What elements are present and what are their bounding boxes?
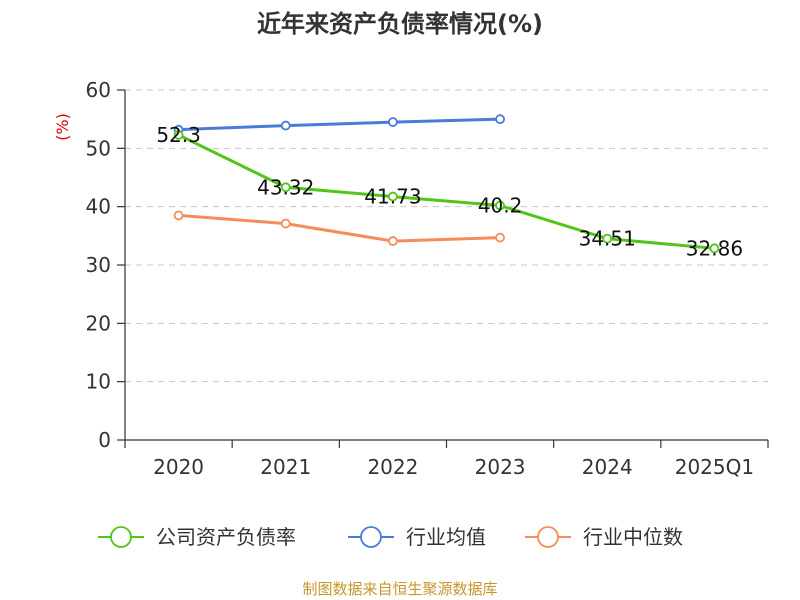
axes: 0 10 20 30 40 50 60 2020 2021 2022 2023 2024 2025Q1 [86,78,769,479]
legend-label-0: 公司资产负债率 [156,525,296,549]
x-tick-label-2024: 2024 [582,455,633,479]
series-line-1 [178,117,501,132]
series-1-point-2021 [280,120,291,131]
y-tick-label-30: 30 [86,253,111,277]
legend-swatch-marker-2 [537,526,559,548]
data-label-2021: 43.32 [257,175,314,199]
series-0-point-2023 [495,200,505,211]
data-label-2024: 34.51 [579,227,636,251]
series-2-point-2020 [173,210,184,221]
legend[interactable]: 公司资产负债率 行业均值 行业中位数 [98,525,683,549]
y-tick-label-10: 10 [86,370,111,394]
x-tick-label-2022: 2022 [367,455,418,479]
legend-item-1[interactable]: 行业均值 [348,525,486,549]
source-note: 制图数据来自恒生聚源数据库 [302,580,497,598]
series-2-point-2022 [388,236,398,246]
data-label-2025Q1: 32.86 [686,236,743,260]
data-label-2023: 40.2 [478,194,523,218]
series-line-2 [178,213,501,243]
series-0-point-2022 [388,191,398,202]
y-tick-label-0: 0 [98,428,111,452]
grid-lines [125,89,768,383]
legend-label-2: 行业中位数 [583,525,683,549]
legend-swatch-marker-1 [360,526,382,548]
series-0-point-2021 [280,182,291,193]
series-1-point-2022 [388,117,398,127]
x-tick-label-2020: 2020 [153,455,204,479]
y-tick-label-20: 20 [86,311,111,335]
legend-label-1: 行业均值 [406,525,486,549]
legend-swatch-marker-0 [110,526,132,548]
legend-item-0[interactable]: 公司资产负债率 [98,525,296,549]
data-labels: 52.3 43.32 41.73 40.2 34.51 32.86 [156,123,743,260]
series-2-point-2023 [495,232,505,243]
y-tick-label-50: 50 [86,136,111,160]
series-0-point-2025Q1 [709,243,720,254]
series-0-point-2020 [173,130,184,140]
series-lines [173,114,720,254]
series-line-0 [177,133,715,250]
series-0-point-2024 [602,233,613,244]
legend-item-2[interactable]: 行业中位数 [525,525,683,549]
data-label-2020: 52.3 [156,123,201,147]
series-1-point-2023 [495,114,505,125]
chart-title: 近年来资产负债率情况(%) [257,10,543,38]
x-tick-label-2021: 2021 [260,455,311,479]
y-axis-unit-label: (%) [53,113,72,141]
y-tick-label-40: 40 [86,195,111,219]
data-label-2022: 41.73 [364,185,421,209]
x-tick-label-2023: 2023 [475,455,526,479]
y-tick-label-60: 60 [86,78,111,102]
x-tick-label-2025Q1: 2025Q1 [675,455,754,479]
series-2-point-2021 [280,218,291,229]
